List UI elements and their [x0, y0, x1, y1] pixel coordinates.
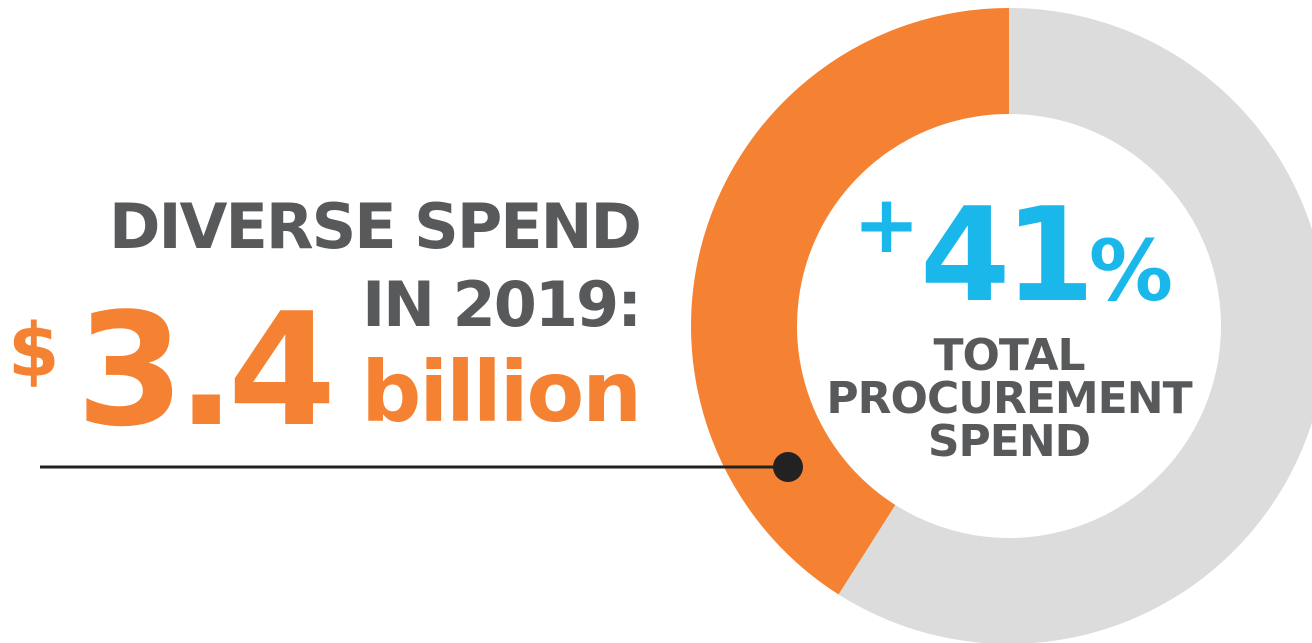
- leader-line-dot: [773, 452, 803, 482]
- center-caption-line: TOTAL: [933, 330, 1084, 381]
- amount-value: 3.4: [76, 279, 336, 461]
- headline-line-1: DIVERSE SPEND: [108, 190, 642, 263]
- donut-slice: [838, 8, 1312, 643]
- spend-amount: $ 3.4 billion: [8, 279, 642, 461]
- center-percent-value: +41%: [853, 178, 1173, 331]
- headline-line-2: IN 2019:: [362, 268, 642, 341]
- donut-slices: [691, 8, 1312, 643]
- center-caption-line: PROCUREMENT: [826, 373, 1192, 424]
- donut-slice: [691, 8, 1009, 595]
- amount-unit: billion: [361, 343, 642, 441]
- leader-line: [40, 452, 803, 482]
- headline: DIVERSE SPEND IN 2019:: [0, 188, 642, 344]
- center-caption-line: SPEND: [928, 416, 1090, 467]
- amount-currency-symbol: $: [8, 308, 60, 394]
